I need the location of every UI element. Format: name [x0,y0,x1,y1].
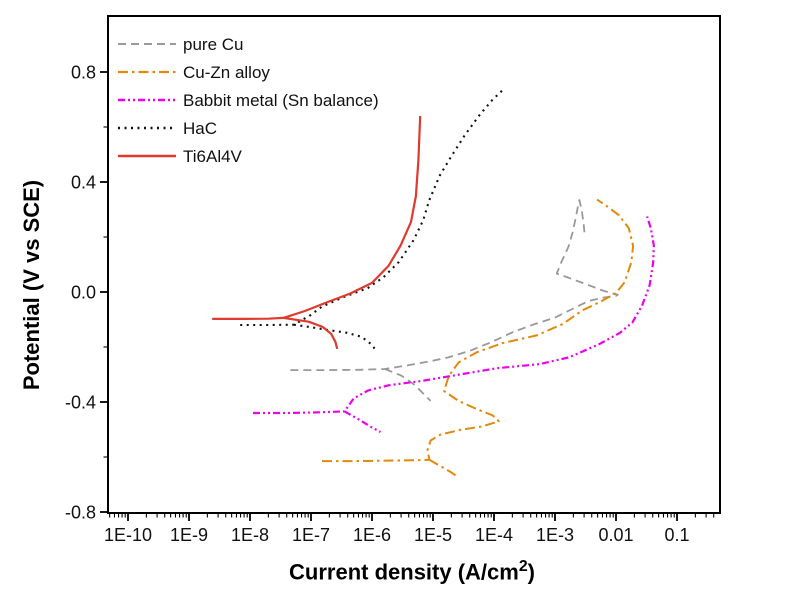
x-tick-label: 1E-9 [170,525,208,545]
x-tick-label: 1E-10 [104,525,152,545]
x-axis-title-suffix: ) [527,559,535,585]
x-tick-label: 0.1 [664,525,689,545]
y-tick-label: 0.0 [71,283,96,303]
curve-hac [240,87,506,327]
x-axis-title: Current density (A/cm2) [112,558,712,585]
y-axis-title: Potential (V vs SCE) [19,179,44,391]
x-tick-label: 1E-8 [231,525,269,545]
y-tick-label: -0.4 [65,393,96,413]
legend-label: Babbit metal (Sn balance) [183,91,379,110]
curve-cu-zn-alloy [428,458,459,478]
y-tick-label: 0.4 [71,173,96,193]
curve-ti6al4v [283,316,339,350]
legend-label: HaC [183,119,217,138]
curve-hac [293,323,378,352]
legend-label: Cu-Zn alloy [183,63,270,82]
x-axis-title-text: Current density (A/cm [289,559,519,585]
curve-babbit-metal-sn-balance [343,410,382,433]
x-tick-label: 0.01 [598,525,633,545]
x-tick-label: 1E-4 [475,525,513,545]
y-tick-label: 0.8 [71,63,96,83]
curve-pure-cu [384,368,432,402]
y-tick-label: -0.8 [65,503,96,523]
x-tick-label: 1E-5 [414,525,452,545]
plot-frame [107,15,721,514]
curve-cu-zn-alloy [322,198,635,463]
curve-babbit-metal-sn-balance [253,216,655,415]
legend-label: pure Cu [183,35,243,54]
curve-ti6al4v [212,115,422,320]
x-tick-label: 1E-6 [353,525,391,545]
x-axis-title-sup: 2 [518,558,528,575]
x-tick-label: 1E-7 [292,525,330,545]
x-tick-label: 1E-3 [536,525,574,545]
legend-label: Ti6Al4V [183,147,243,166]
curve-pure-cu [290,199,619,372]
